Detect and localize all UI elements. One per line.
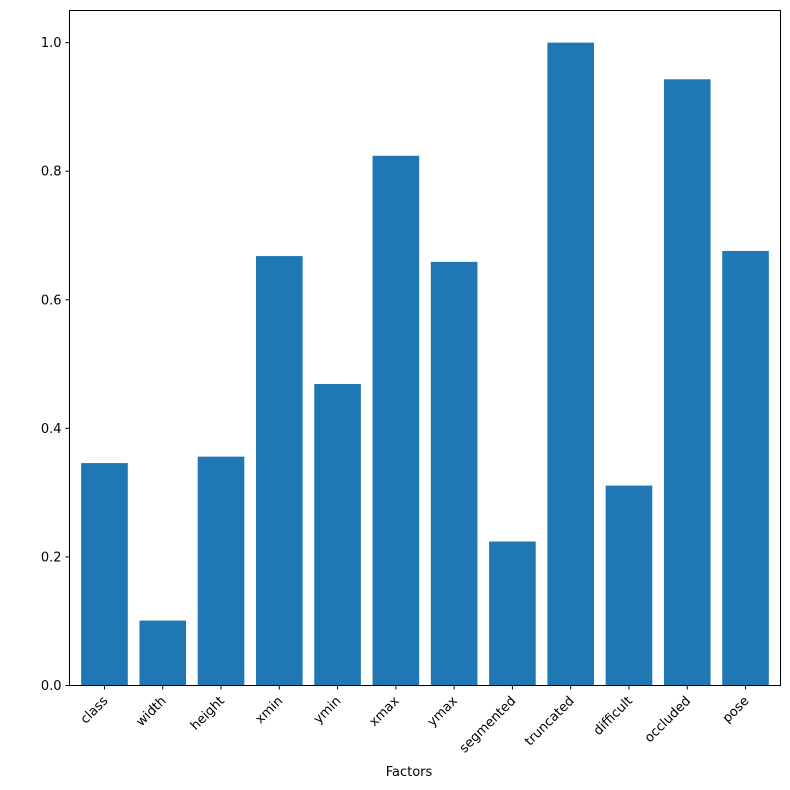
bar-ymin [314,384,361,686]
x-tick-label: height [188,694,228,734]
bar-ymax [430,261,478,686]
bar-difficult [605,485,653,686]
x-tick-label: ymin [311,694,344,727]
bars-group [81,42,769,686]
x-tick-label: class [78,694,112,728]
x-tick-label: xmax [367,694,403,730]
y-tick-label: 1.0 [41,36,62,51]
bar-xmax [372,155,420,686]
x-tick-label: truncated [522,694,577,749]
bar-width [139,620,187,686]
y-tick-label: 0.8 [41,165,62,180]
bar-truncated [547,42,595,686]
plot-frame [69,10,781,686]
x-tick-label: difficult [591,694,636,739]
y-tick-label: 0.0 [41,679,62,694]
x-tick-label: xmin [253,694,286,727]
y-tick-label: 0.2 [41,550,62,565]
bar-xmin [255,256,303,686]
x-tick-label: segmented [457,694,519,756]
y-axis: 0.0 0.2 0.4 0.6 0.8 1.0 [41,36,70,694]
x-tick-label: pose [720,694,753,727]
x-axis: class width height xmin ymin xmax ymaxsegmente… [78,685,753,756]
bar-pose [722,250,769,686]
y-tick-label: 0.6 [41,293,62,308]
x-tick-label: occluded [642,694,694,746]
bar-class [81,463,128,686]
bar-height [197,456,245,686]
x-axis-title: Factors [386,765,433,780]
bar-segmented [489,541,536,686]
y-tick-label: 0.4 [41,422,62,437]
x-tick-label: width [134,694,170,730]
bar-occluded [663,79,711,686]
x-tick-label: ymax [425,694,461,730]
